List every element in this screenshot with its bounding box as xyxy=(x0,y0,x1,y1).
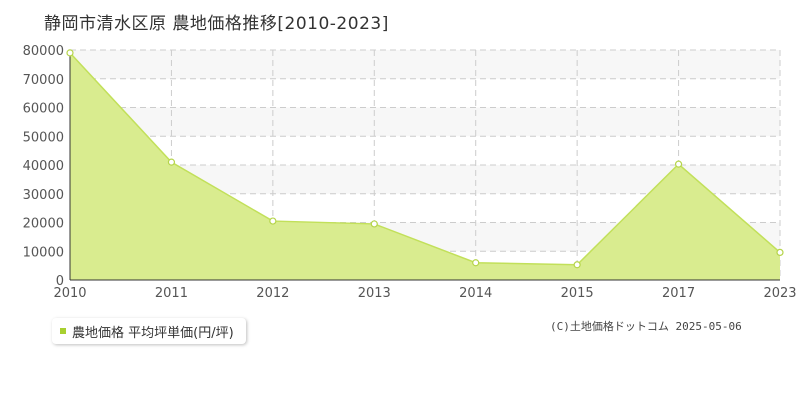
x-tick-label: 2017 xyxy=(662,286,695,301)
series-line xyxy=(69,52,781,266)
legend: 農地価格 平均坪単価(円/坪) xyxy=(52,318,246,344)
y-tick-label: 70000 xyxy=(23,73,64,88)
x-tick-label: 2010 xyxy=(53,286,86,301)
data-point xyxy=(472,259,480,267)
data-point xyxy=(573,261,581,269)
y-tick-label: 0 xyxy=(56,274,64,289)
area-series xyxy=(69,52,781,280)
series-area xyxy=(70,52,780,280)
axes xyxy=(69,50,780,281)
data-point xyxy=(66,49,74,57)
copyright-text: (C)土地価格ドットコム 2025-05-06 xyxy=(550,320,742,333)
data-point xyxy=(269,217,277,225)
x-tick-label: 2015 xyxy=(561,286,594,301)
y-tick-label: 40000 xyxy=(23,159,64,174)
y-tick-label: 30000 xyxy=(23,188,64,203)
x-tick-label: 2013 xyxy=(358,286,391,301)
y-tick-label: 60000 xyxy=(23,102,64,117)
legend-swatch xyxy=(60,328,66,334)
y-tick-label: 50000 xyxy=(23,130,64,145)
tick-labels: 0 10000 20000 30000 40000 50000 60000 70000 8000… xyxy=(23,44,797,301)
y-tick-label: 80000 xyxy=(23,44,64,59)
y-tick-label: 10000 xyxy=(23,245,64,260)
data-point xyxy=(167,158,176,166)
y-tick-label: 20000 xyxy=(23,217,64,232)
chart-title: 静岡市清水区原 農地価格推移[2010-2023] xyxy=(44,14,389,34)
grid-band xyxy=(70,107,780,137)
data-point xyxy=(674,160,683,168)
x-tick-label: 2011 xyxy=(155,286,188,301)
grid-band xyxy=(70,50,780,79)
x-tick-label: 2014 xyxy=(459,286,492,301)
data-markers xyxy=(66,49,784,269)
data-point xyxy=(776,248,784,256)
data-point xyxy=(370,220,378,228)
x-tick-label: 2012 xyxy=(256,286,289,301)
x-tick-label: 2023 xyxy=(763,286,796,301)
legend-label: 農地価格 平均坪単価(円/坪) xyxy=(72,325,234,341)
